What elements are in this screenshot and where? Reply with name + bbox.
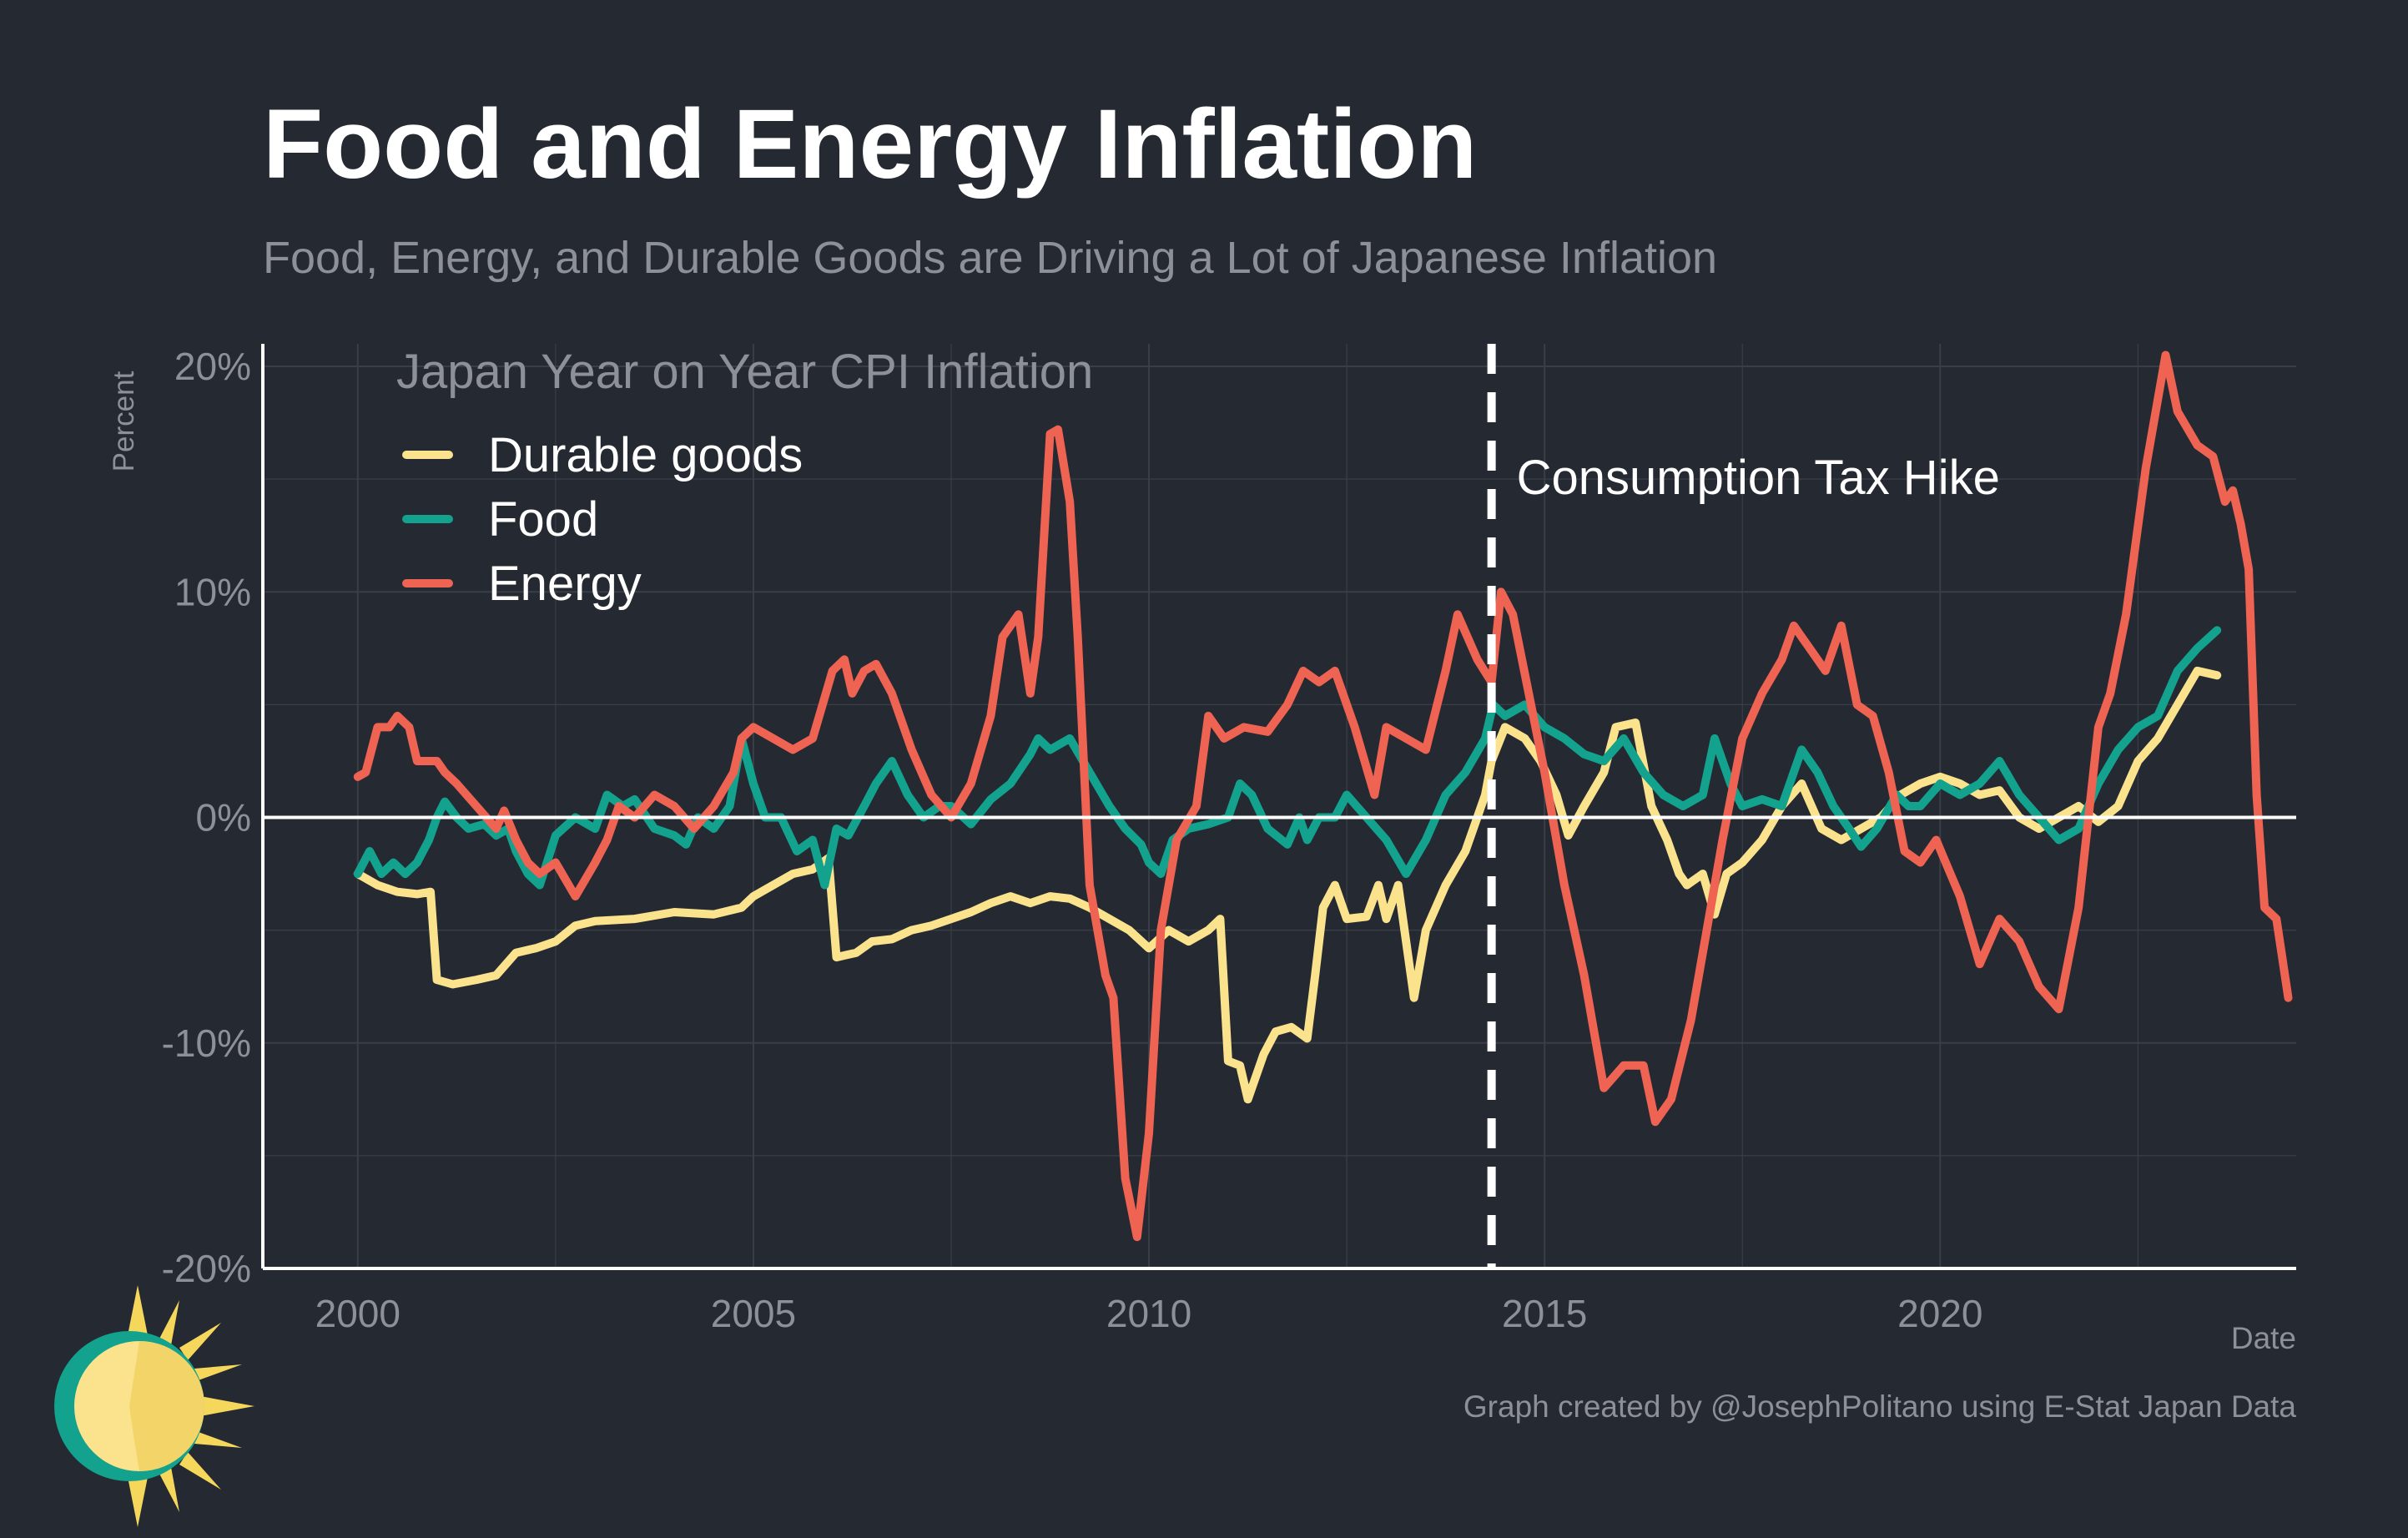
legend-label: Energy (488, 557, 642, 611)
x-tick-label: 2000 (315, 1292, 400, 1335)
y-tick-label: 10% (174, 570, 251, 613)
legend: Japan Year on Year CPI Inflation Durable … (396, 345, 1093, 611)
sun-icon (54, 1285, 254, 1527)
y-tick-label: -20% (162, 1247, 251, 1290)
x-tick-label: 2015 (1502, 1292, 1587, 1335)
y-tick-label: 0% (196, 796, 251, 840)
series-line-durable-goods (353, 666, 2222, 1104)
chart-subtitle: Food, Energy, and Durable Goods are Driv… (263, 233, 1718, 283)
annotation: Consumption Tax Hike (1487, 344, 2000, 1268)
chart-title: Food and Energy Inflation (263, 89, 1478, 199)
y-tick-label: 20% (174, 345, 251, 388)
legend-label: Durable goods (488, 428, 803, 482)
axes: 20% 10% 0% -10% -20% 2000 2005 2010 2015 2020 Perc… (108, 344, 2296, 1355)
y-tick-label: -10% (162, 1021, 251, 1065)
y-axis-title: Percent (108, 371, 140, 471)
x-tick-label: 2010 (1106, 1292, 1191, 1335)
annotation-label: Consumption Tax Hike (1517, 451, 2000, 505)
x-tick-label: 2005 (711, 1292, 796, 1335)
source-caption: Graph created by @JosephPolitano using E… (1463, 1389, 2296, 1424)
legend-label: Food (488, 492, 598, 547)
legend-title: Japan Year on Year CPI Inflation (396, 345, 1093, 399)
x-tick-label: 2020 (1897, 1292, 1982, 1335)
x-axis-title: Date (2231, 1321, 2296, 1355)
